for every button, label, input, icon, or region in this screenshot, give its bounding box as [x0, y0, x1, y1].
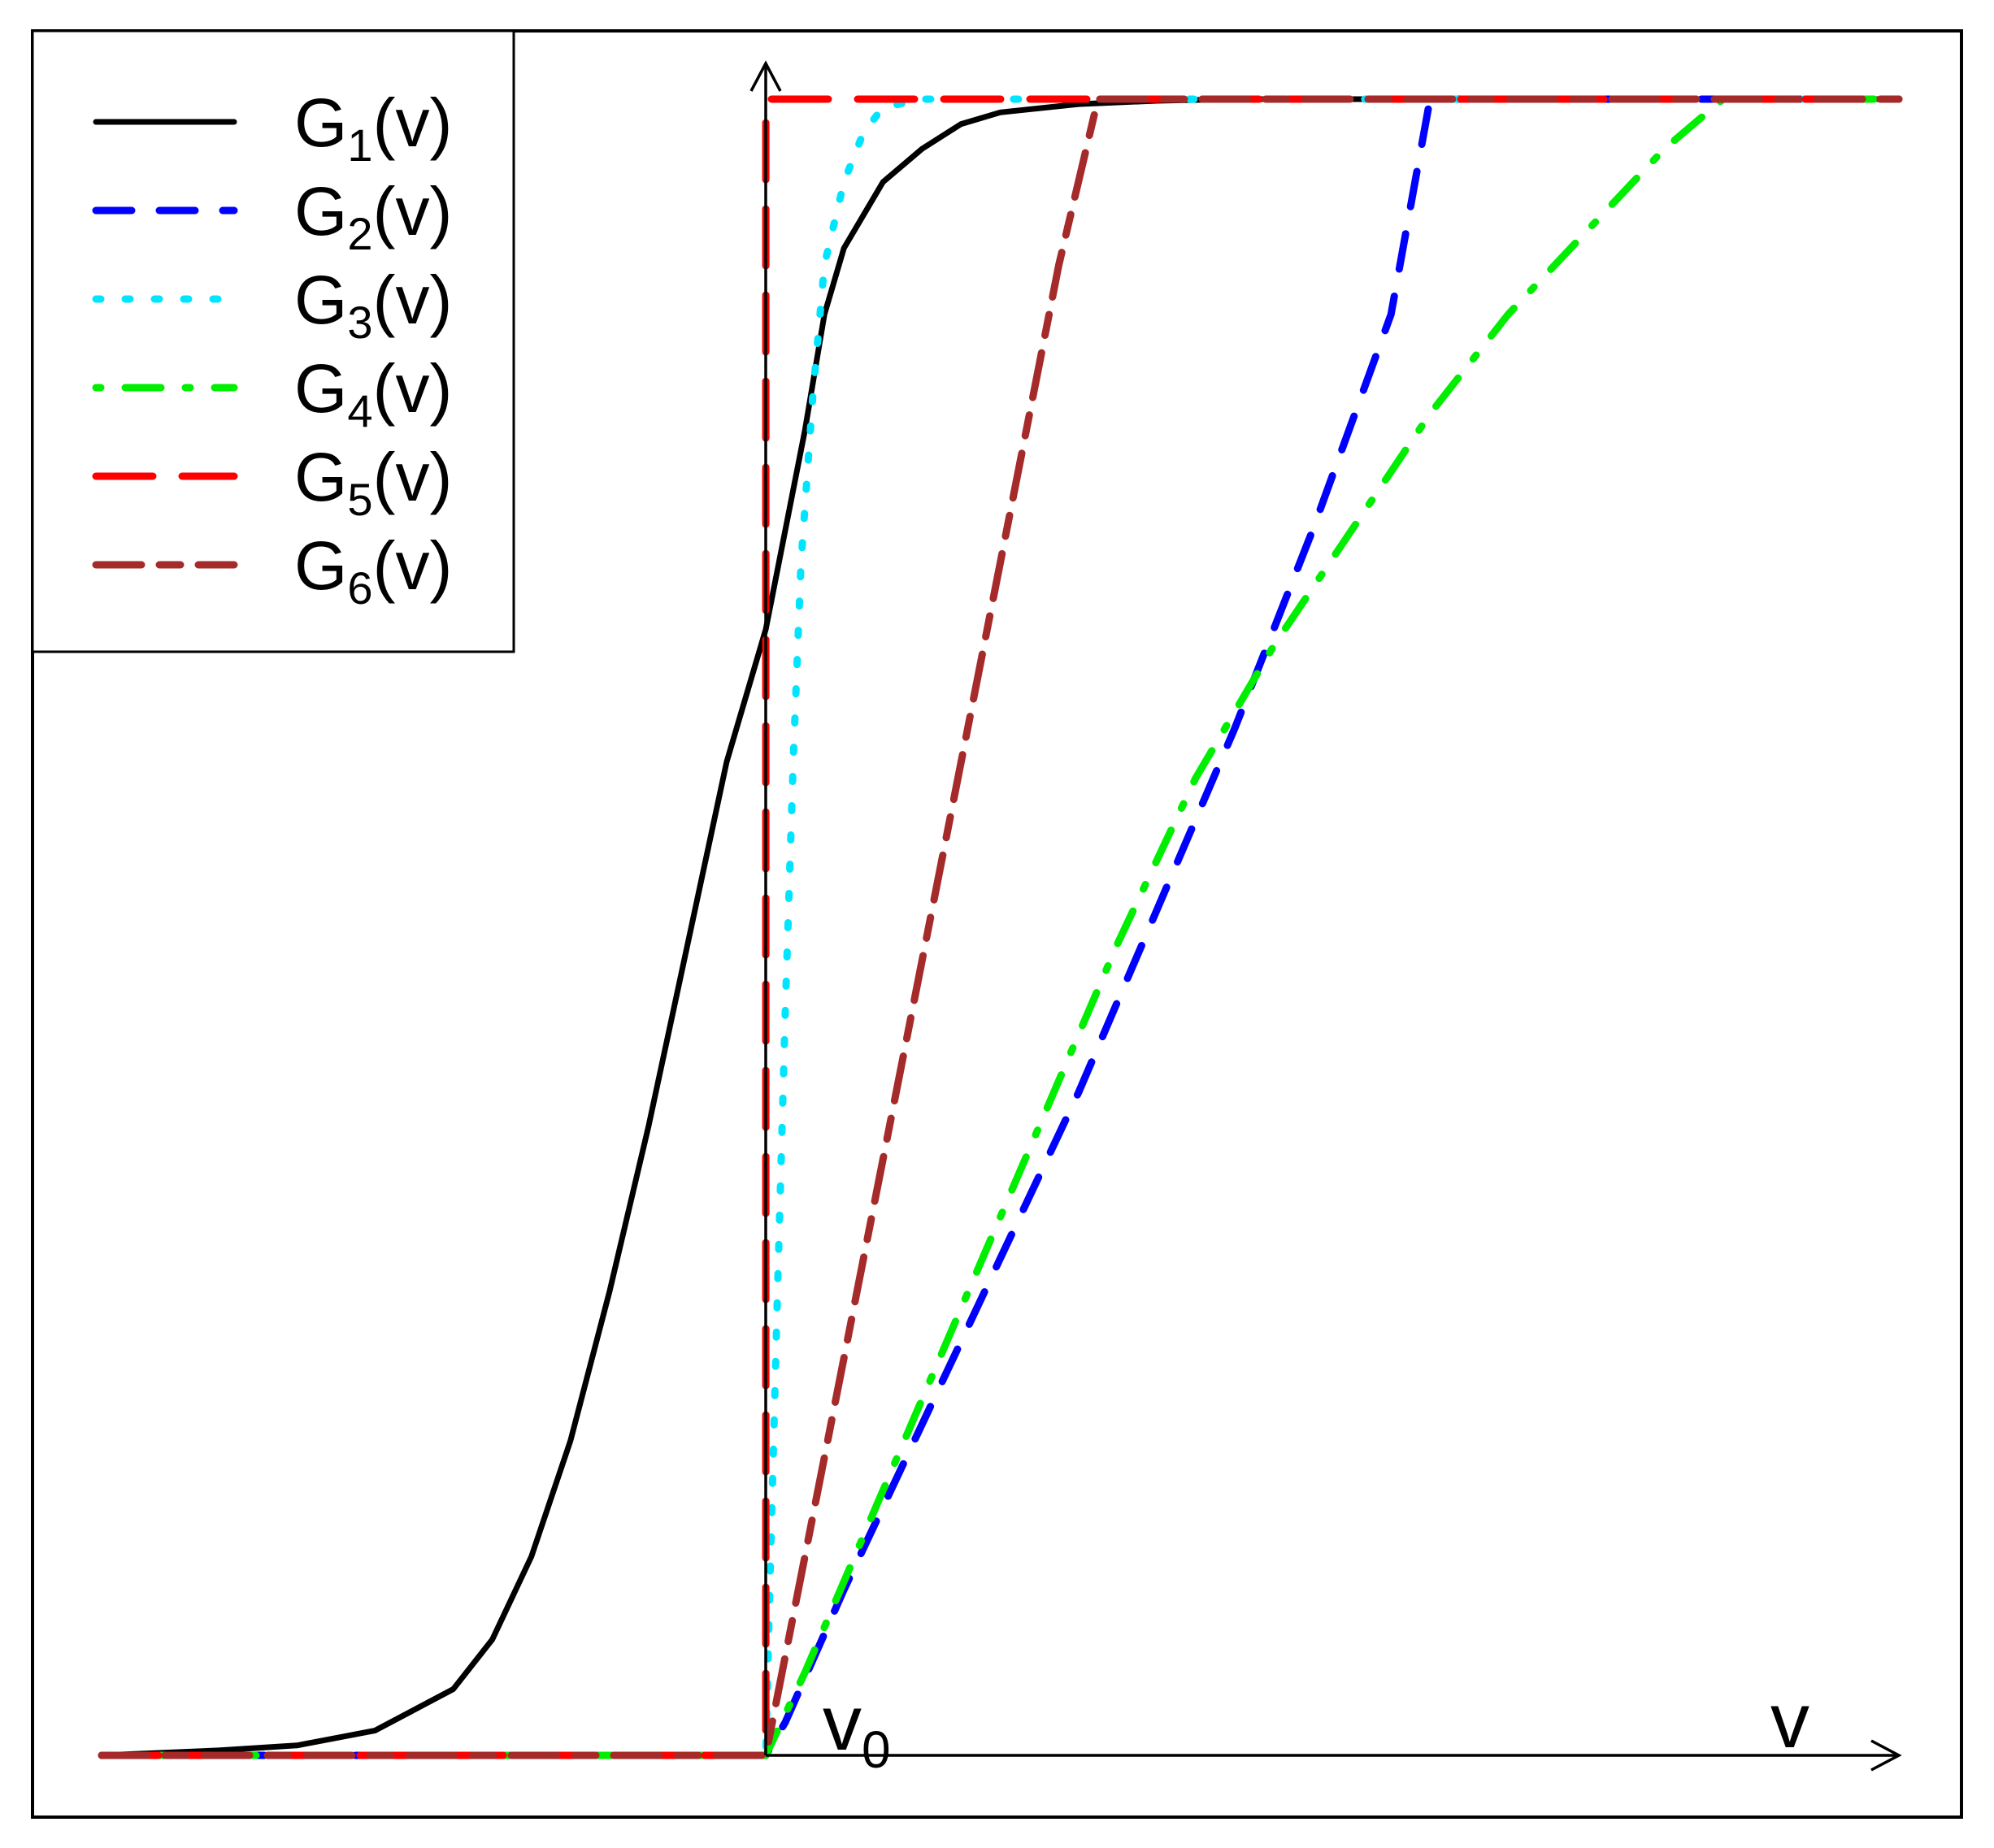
x-axis-label: v — [1770, 1677, 1809, 1764]
y-axis-arrowhead — [749, 60, 782, 92]
legend-box — [31, 29, 515, 653]
series-line-g1 — [98, 96, 1902, 1759]
series-line-g2 — [98, 95, 1903, 1759]
legend-label-g2: G2(v) — [294, 173, 452, 259]
legend-label-g5: G5(v) — [294, 439, 452, 525]
series-line-g3 — [98, 95, 1903, 1759]
series-layer — [98, 95, 1903, 1759]
x-axis-arrowhead — [1870, 1739, 1902, 1772]
v0-label: v0 — [823, 1680, 891, 1779]
legend-items: G1(v)G2(v)G3(v)G4(v)G5(v)G6(v) — [92, 85, 452, 614]
legend-label-g1: G1(v) — [294, 85, 452, 171]
legend-label-g6: G6(v) — [294, 527, 452, 614]
legend-label-g4: G4(v) — [294, 350, 452, 436]
axes — [749, 60, 1902, 1772]
series-line-g6 — [98, 95, 1903, 1759]
legend: G1(v)G2(v)G3(v)G4(v)G5(v)G6(v) — [31, 29, 515, 653]
legend-label-g3: G3(v) — [294, 262, 452, 348]
series-line-g4 — [98, 95, 1903, 1759]
